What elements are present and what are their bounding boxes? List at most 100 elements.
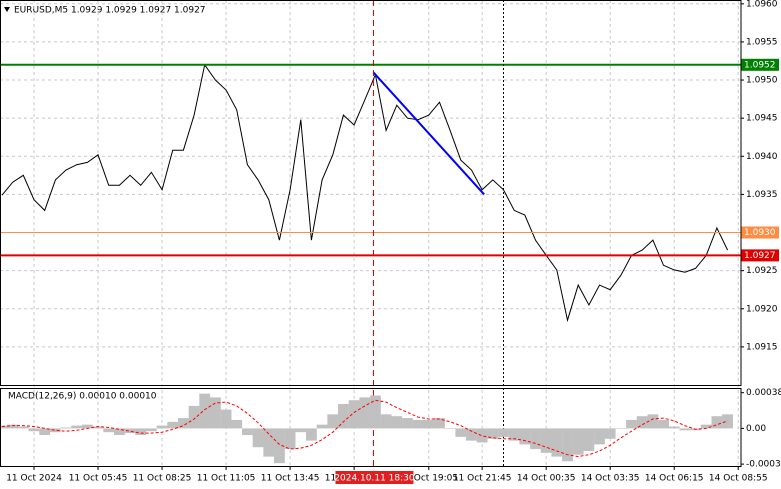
level-label-box — [741, 249, 779, 262]
histogram-bar — [252, 428, 264, 448]
histogram-bar — [668, 426, 680, 429]
histogram-bar — [466, 428, 477, 441]
histogram-bar — [242, 428, 253, 435]
y-tick-label: 1.0940 — [746, 152, 778, 162]
histogram-bar — [7, 424, 19, 429]
histogram-bar — [540, 428, 552, 453]
histogram-bar — [156, 425, 168, 429]
histogram-bar — [274, 428, 285, 464]
histogram-bar — [604, 428, 616, 439]
histogram-bar — [39, 428, 51, 435]
histogram-bar — [636, 416, 648, 429]
histogram-bar — [327, 414, 339, 429]
y-tick-label: 0.00038 — [746, 388, 781, 398]
histogram-bar — [615, 428, 627, 429]
level-label-box — [741, 58, 779, 71]
histogram-bar — [145, 428, 157, 432]
y-tick-label: 1.0925 — [746, 266, 778, 276]
y-tick-label: 1.0960 — [746, 0, 778, 9]
histogram-bar — [295, 428, 307, 433]
histogram-bar — [679, 428, 691, 431]
histogram-bar — [583, 428, 595, 451]
histogram-bar — [562, 428, 573, 462]
histogram-bar — [412, 419, 424, 429]
histogram-bar — [316, 424, 328, 429]
histogram-bar — [0, 425, 8, 429]
histogram-bar — [220, 409, 232, 429]
histogram-bar — [135, 428, 147, 435]
level-label: 1.0927 — [744, 251, 776, 261]
histogram-bar — [167, 421, 179, 429]
histogram-bar — [17, 426, 29, 429]
histogram-bar — [380, 414, 392, 429]
histogram-bar — [647, 414, 659, 429]
histogram-bar — [92, 426, 104, 429]
x-tick-label: 11 Oct 21:45 — [453, 474, 512, 484]
histogram-bar — [284, 428, 296, 450]
histogram-bar — [210, 397, 221, 429]
histogram-bar — [434, 418, 445, 429]
histogram-bar — [444, 428, 456, 429]
histogram-bar — [423, 419, 435, 429]
histogram-bar — [49, 428, 61, 433]
y-tick-label: 1.0950 — [746, 76, 778, 86]
histogram-bar — [626, 419, 637, 429]
histogram-bar — [487, 428, 499, 439]
y-tick-label: -0.00038 — [746, 460, 781, 470]
panel-frame — [0, 388, 742, 467]
x-tick-label: 11 Oct 11:05 — [197, 474, 256, 484]
y-tick-label: 1.0920 — [746, 304, 778, 314]
y-tick-label: 1.0915 — [746, 342, 778, 352]
histogram-bar — [551, 428, 563, 457]
histogram-bar — [348, 400, 360, 429]
x-tick-label: 14 Oct 00:35 — [517, 474, 576, 484]
histogram-bar — [572, 428, 584, 455]
histogram-bar — [370, 395, 381, 429]
histogram-bar — [519, 428, 531, 445]
x-tick-label: 11 Oct 19:05 — [399, 474, 458, 484]
histogram-bar — [402, 418, 413, 429]
level-label: 1.0930 — [744, 228, 776, 238]
x-tick-label: 14 Oct 03:35 — [581, 474, 640, 484]
histogram-bar — [658, 419, 669, 429]
histogram-bar — [359, 397, 371, 429]
x-tick-label: 11 Oct 08:25 — [133, 474, 192, 484]
y-tick-label: 1.0935 — [746, 190, 778, 200]
histogram-bar — [530, 428, 541, 450]
histogram-bar — [722, 414, 733, 429]
histogram-bar — [71, 425, 83, 429]
x-tick-label: 11 Oct 05:45 — [69, 474, 128, 484]
crosshair-label: 2024.10.11 18:30 — [334, 474, 415, 484]
trend-line — [372, 71, 485, 196]
title-arrow — [4, 7, 10, 12]
level-label: 1.0952 — [744, 60, 776, 70]
histogram-bar — [113, 428, 125, 435]
histogram-bar — [103, 428, 115, 433]
histogram-bar — [177, 418, 189, 429]
histogram-bar — [455, 428, 467, 437]
histogram-bar — [60, 427, 72, 429]
histogram-bar — [263, 428, 275, 457]
histogram-bar — [124, 428, 136, 434]
histogram-bar — [498, 428, 509, 437]
histogram-bar — [188, 405, 200, 429]
level-label-box — [741, 226, 779, 239]
macd-title: MACD(12,26,9) 0.00010 0.00010 — [8, 392, 157, 402]
y-tick-label: 1.0955 — [746, 37, 778, 47]
signal-line — [1, 399, 728, 458]
histogram-bar — [81, 424, 93, 429]
x-tick-label: 14 Oct 08:55 — [709, 474, 768, 484]
x-tick-label: 11 Oct 13:45 — [261, 474, 320, 484]
histogram-bar — [306, 428, 317, 441]
panel-frame — [0, 0, 742, 386]
histogram-bar — [338, 403, 349, 429]
histogram-bar — [700, 424, 712, 429]
histogram-bar — [231, 419, 243, 429]
histogram-bar — [199, 393, 211, 429]
histogram-bar — [508, 428, 520, 441]
crosshair-box — [335, 471, 414, 484]
price-line — [1, 63, 729, 323]
